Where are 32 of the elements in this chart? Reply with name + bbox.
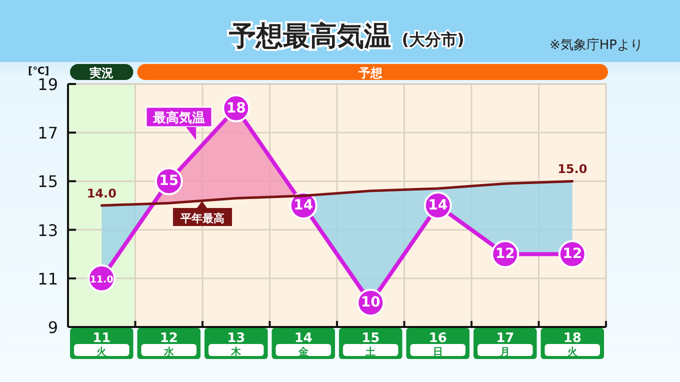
data-label: 12 <box>562 246 582 262</box>
x-tick-label: 16 日 <box>428 331 447 358</box>
x-tick-label: 18 火 <box>563 331 582 358</box>
chart-title: 予想最高気温 <box>228 21 391 52</box>
data-label: 14 <box>428 198 448 214</box>
x-tick-label: 15 土 <box>362 331 380 358</box>
data-label: 14.0 <box>86 186 116 200</box>
x-tick-label: 14 金 <box>294 331 312 358</box>
chart-subtitle: (大分市) <box>402 30 464 49</box>
data-label: 15 <box>159 173 179 190</box>
x-tick-label: 13 木 <box>227 331 246 358</box>
y-tick-label: 15 <box>38 172 58 192</box>
y-tick-label: 17 <box>38 124 58 143</box>
y-axis-title: [℃] <box>28 66 50 77</box>
data-label: 18 <box>226 100 246 116</box>
x-tick-label: 12 水 <box>160 331 178 358</box>
text: 実況 <box>88 66 114 80</box>
series-label: 最高気温 <box>152 110 205 126</box>
text: 予想 <box>358 66 384 80</box>
data-label: 10 <box>360 294 381 311</box>
x-tick-label: 11 火 <box>92 331 111 358</box>
text: ※気象庁HPより <box>549 37 643 53</box>
y-tick-label: 19 <box>38 75 58 94</box>
data-label: 11.0 <box>90 274 114 286</box>
legend-label: 平年最高 <box>180 212 224 225</box>
x-tick-label: 17 月 <box>496 331 514 358</box>
y-tick-label: 13 <box>38 220 58 240</box>
data-label: 15.0 <box>558 162 588 176</box>
y-tick-label: 9 <box>48 318 58 337</box>
y-tick-label: 11 <box>38 269 58 288</box>
data-label: 14 <box>294 198 314 214</box>
data-label: 12 <box>495 246 515 262</box>
